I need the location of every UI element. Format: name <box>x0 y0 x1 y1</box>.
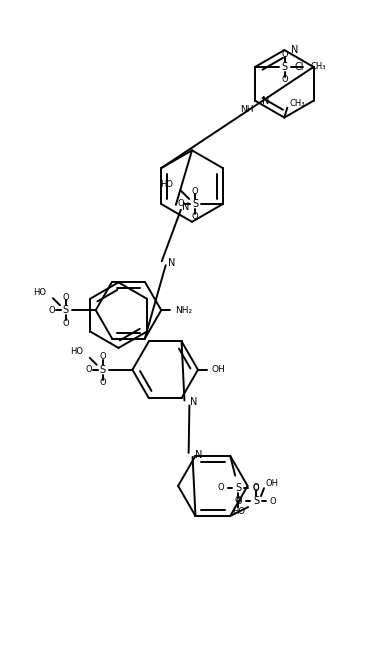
Text: O: O <box>281 50 288 59</box>
Text: Cl: Cl <box>294 62 304 72</box>
Text: HO: HO <box>33 288 46 297</box>
Text: O: O <box>192 212 199 221</box>
Text: N: N <box>168 258 175 268</box>
Text: O: O <box>99 378 106 387</box>
Text: S: S <box>63 305 69 315</box>
Text: N: N <box>194 450 202 460</box>
Text: O: O <box>281 76 288 84</box>
Text: CH₃: CH₃ <box>311 62 326 72</box>
Text: O: O <box>63 318 69 328</box>
Text: N: N <box>291 45 299 55</box>
Text: O: O <box>236 496 242 506</box>
Text: O: O <box>252 483 259 492</box>
Text: S: S <box>100 365 106 375</box>
Text: NH: NH <box>240 105 254 114</box>
Text: O: O <box>270 496 276 506</box>
Text: HO: HO <box>160 179 173 189</box>
Text: O: O <box>49 306 55 314</box>
Text: O: O <box>235 496 241 505</box>
Text: O: O <box>192 187 199 195</box>
Text: S: S <box>253 496 259 506</box>
Text: O: O <box>178 199 184 209</box>
Text: S: S <box>235 482 241 492</box>
Text: O: O <box>85 365 92 374</box>
Text: OH: OH <box>212 365 226 374</box>
Text: N: N <box>191 397 198 407</box>
Text: S: S <box>282 62 288 72</box>
Text: HO: HO <box>232 507 245 516</box>
Text: S: S <box>192 199 198 209</box>
Text: HO: HO <box>70 347 83 357</box>
Text: O: O <box>99 353 106 361</box>
Text: O: O <box>253 484 259 492</box>
Text: O: O <box>63 293 69 302</box>
Text: OH: OH <box>266 479 279 488</box>
Text: NH₂: NH₂ <box>175 306 192 314</box>
Text: O: O <box>218 483 224 492</box>
Text: CH₃: CH₃ <box>289 99 305 108</box>
Text: N: N <box>262 96 269 106</box>
Text: N: N <box>182 202 189 212</box>
